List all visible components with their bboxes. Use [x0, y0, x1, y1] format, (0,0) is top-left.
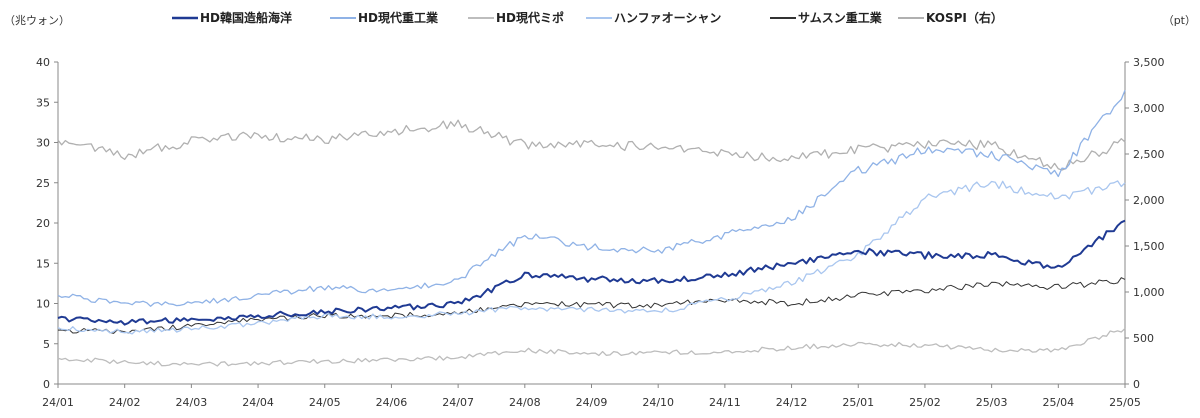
y-tick-left: 35	[36, 96, 50, 109]
x-tick: 24/01	[42, 396, 74, 409]
y-tick-left: 0	[43, 378, 50, 391]
y-tick-right: 3,500	[1133, 56, 1165, 69]
x-tick: 24/02	[109, 396, 141, 409]
y-tick-right: 1,500	[1133, 240, 1165, 253]
left-axis-unit: （兆ウォン）	[4, 14, 70, 27]
tick-labels: 0 5 10 15 20 25 30 35 40 0 500 1,000 1,500 2,000 2,500…	[36, 56, 1165, 409]
legend-label: HD現代重工業	[358, 10, 439, 25]
y-tick-left: 30	[36, 137, 50, 150]
y-tick-left: 40	[36, 56, 50, 69]
y-tick-right: 1,000	[1133, 286, 1165, 299]
legend-label: ハンファオーシャン	[614, 11, 721, 25]
series-lines	[57, 89, 1126, 367]
series-line	[57, 219, 1126, 326]
x-tick: 24/10	[642, 396, 674, 409]
legend-label: サムスン重工業	[798, 10, 883, 25]
x-tick: 24/11	[709, 396, 741, 409]
series-line	[57, 119, 1126, 171]
series-line	[57, 328, 1126, 367]
x-tick: 25/03	[976, 396, 1008, 409]
x-tick: 24/12	[776, 396, 808, 409]
x-tick: 25/04	[1042, 396, 1074, 409]
x-tick: 24/05	[309, 396, 341, 409]
y-tick-right: 500	[1133, 332, 1154, 345]
series-line	[57, 277, 1126, 334]
legend-label: HD現代ミポ	[496, 10, 564, 25]
x-tick: 24/04	[242, 396, 274, 409]
y-tick-left: 10	[36, 298, 50, 311]
x-tick: 24/09	[576, 396, 608, 409]
x-tick: 25/05	[1109, 396, 1141, 409]
right-axis-unit: （pt）	[1163, 14, 1196, 27]
x-tick: 24/07	[442, 396, 474, 409]
y-tick-left: 25	[36, 177, 50, 190]
y-tick-right: 0	[1133, 378, 1140, 391]
y-tick-left: 20	[36, 217, 50, 230]
y-tick-right: 3,000	[1133, 102, 1165, 115]
x-tick: 25/02	[909, 396, 941, 409]
axes	[54, 61, 1129, 388]
legend-label: HD韓国造船海洋	[200, 10, 292, 25]
legend-label: KOSPI（右）	[926, 10, 1003, 25]
x-tick: 24/08	[509, 396, 541, 409]
x-tick: 24/06	[376, 396, 408, 409]
y-tick-left: 15	[36, 257, 50, 270]
legend: HD韓国造船海洋 HD現代重工業 HD現代ミポ ハンファオーシャン サムスン重工業 KOS…	[172, 10, 1003, 25]
series-line	[57, 89, 1126, 307]
y-tick-right: 2,000	[1133, 194, 1165, 207]
x-tick: 25/01	[842, 396, 874, 409]
series-line	[57, 180, 1126, 335]
y-tick-left: 5	[43, 338, 50, 351]
x-tick: 24/03	[176, 396, 208, 409]
y-tick-right: 2,500	[1133, 148, 1165, 161]
